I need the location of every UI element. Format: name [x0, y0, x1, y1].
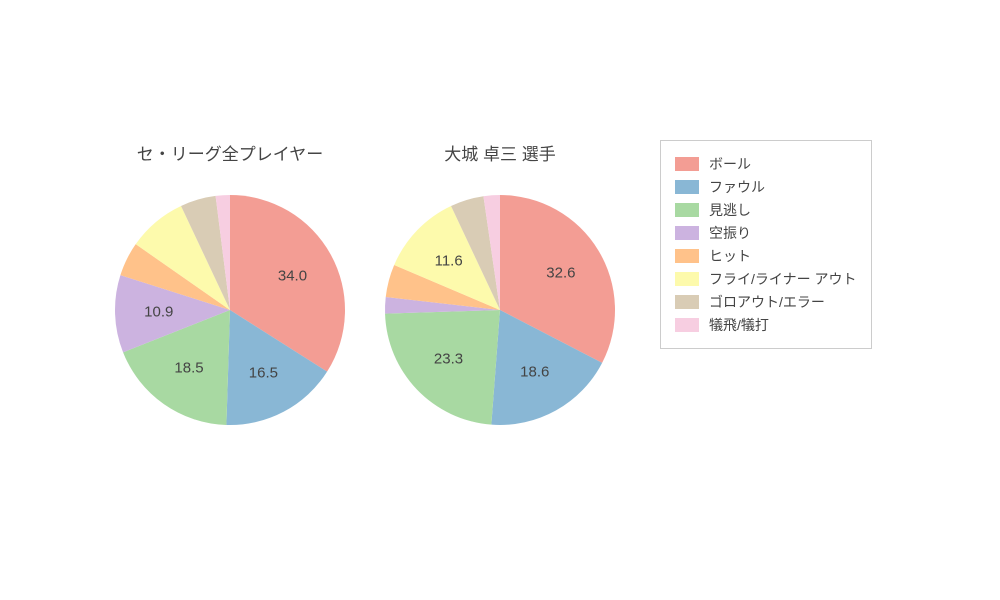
legend-label: ファウル	[709, 177, 765, 197]
legend-item: ヒット	[675, 246, 857, 266]
legend-label: 見逃し	[709, 200, 751, 220]
legend-swatch	[675, 226, 699, 240]
legend-swatch	[675, 249, 699, 263]
legend-item: ファウル	[675, 177, 857, 197]
legend-label: ボール	[709, 154, 751, 174]
slice-label: 18.5	[174, 360, 203, 377]
slice-label: 23.3	[434, 351, 463, 368]
legend-item: 犠飛/犠打	[675, 315, 857, 335]
pie-chart	[383, 193, 617, 427]
slice-label: 18.6	[520, 364, 549, 381]
legend-swatch	[675, 272, 699, 286]
legend-label: 空振り	[709, 223, 751, 243]
slice-label: 34.0	[278, 267, 307, 284]
pie-title: 大城 卓三 選手	[380, 140, 620, 165]
legend-item: ボール	[675, 154, 857, 174]
slice-label: 11.6	[435, 252, 463, 269]
legend-swatch	[675, 203, 699, 217]
slice-label: 10.9	[144, 304, 173, 321]
legend-label: ゴロアウト/エラー	[709, 292, 825, 312]
legend-swatch	[675, 318, 699, 332]
legend-item: ゴロアウト/エラー	[675, 292, 857, 312]
pie-title: セ・リーグ全プレイヤー	[110, 140, 350, 165]
chart-container: セ・リーグ全プレイヤー 34.0 16.5 18.5 10.9 大城 卓三 選手 32.6 1…	[0, 0, 1000, 600]
legend-swatch	[675, 180, 699, 194]
legend-item: 見逃し	[675, 200, 857, 220]
legend-swatch	[675, 295, 699, 309]
legend-label: フライ/ライナー アウト	[709, 269, 857, 289]
legend-item: フライ/ライナー アウト	[675, 269, 857, 289]
legend-item: 空振り	[675, 223, 857, 243]
legend-label: ヒット	[709, 246, 751, 266]
legend-swatch	[675, 157, 699, 171]
slice-label: 32.6	[546, 264, 575, 281]
legend-label: 犠飛/犠打	[709, 315, 769, 335]
legend: ボールファウル見逃し空振りヒットフライ/ライナー アウトゴロアウト/エラー犠飛/…	[660, 140, 872, 349]
slice-label: 16.5	[249, 365, 278, 382]
